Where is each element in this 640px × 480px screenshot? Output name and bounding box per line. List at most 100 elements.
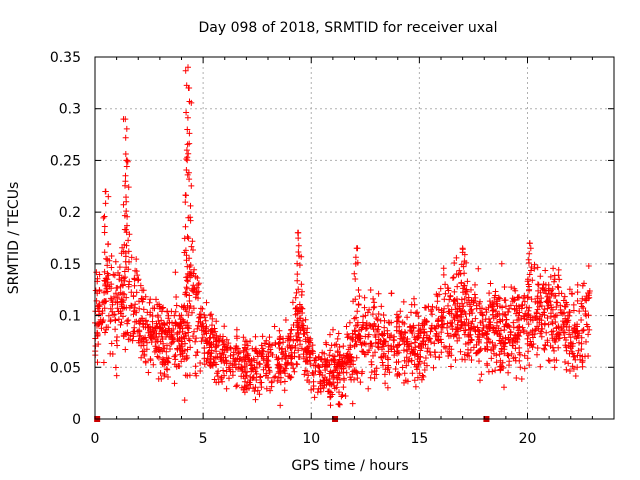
data-point [349,400,356,407]
data-point [123,208,130,215]
data-point [156,346,163,353]
data-point [572,373,579,379]
data-point [574,289,581,296]
data-point [504,322,511,329]
data-point [121,291,128,298]
data-point [187,303,194,310]
data-point [131,282,138,289]
data-point [537,363,544,370]
data-point [546,287,553,294]
data-point [512,338,519,345]
data-point [300,322,307,329]
data-point [120,275,127,282]
data-point [140,335,147,342]
data-point [117,321,124,328]
data-point [118,310,125,317]
data-point [368,358,375,365]
data-point [483,339,490,346]
data-point [286,373,293,380]
data-point [218,376,224,382]
data-point [120,201,127,208]
data-point [139,338,146,345]
data-point [458,261,465,268]
data-point [213,318,220,325]
data-point [397,308,404,315]
data-point [468,357,475,363]
data-point [395,370,402,377]
data-point [526,250,533,257]
data-point [528,264,535,270]
data-point [171,353,178,360]
data-point [186,85,193,91]
data-point [221,323,228,330]
data-point [508,284,515,291]
data-point [541,306,548,313]
data-point [513,310,520,317]
data-point [450,314,457,321]
data-point [171,312,178,319]
data-point [215,342,222,349]
data-point [355,332,362,339]
data-point [179,338,186,345]
data-point [121,268,128,275]
y-tick-label: 0.2 [59,205,81,221]
data-point [300,351,307,358]
data-point [339,392,346,398]
data-point [480,322,487,329]
data-point [233,383,240,390]
data-point [173,363,180,370]
data-point [582,296,589,303]
x-axis-label: GPS time / hours [291,458,408,474]
data-point [145,369,152,376]
data-point [467,303,474,310]
data-point [291,368,298,375]
data-point [546,358,553,364]
data-point [165,312,172,319]
data-point [418,376,425,383]
data-point [551,278,557,285]
data-point [113,285,120,291]
data-point [454,283,461,290]
data-point [123,242,130,249]
data-point [284,344,291,350]
data-point [543,329,550,336]
data-point [485,368,492,375]
data-point [385,356,392,363]
data-point [538,295,545,302]
data-point [564,317,571,324]
data-point [277,379,284,386]
data-point [486,290,493,297]
data-point [367,343,374,349]
data-point [245,356,252,363]
data-point [555,331,562,338]
data-point [328,381,335,388]
data-point [96,303,103,310]
data-point [448,306,455,313]
data-point [201,345,208,351]
data-point [172,320,179,327]
data-point [433,330,440,337]
data-point [182,372,189,379]
data-point [451,331,458,338]
data-point [506,362,512,369]
data-point [367,287,374,293]
data-point [204,350,211,357]
data-point [194,349,201,355]
data-point [525,276,531,283]
data-point [476,358,482,365]
data-point [122,274,129,281]
data-point [179,325,186,332]
data-point [113,372,120,379]
data-points [92,64,593,409]
data-point [296,301,303,308]
data-point [392,366,399,372]
data-point [375,290,382,297]
data-point [149,318,156,325]
data-point [521,365,528,372]
data-point [293,360,300,367]
data-point [101,229,108,236]
data-point [449,275,456,281]
data-point [461,258,468,265]
data-point [257,373,264,380]
data-point [378,303,385,310]
